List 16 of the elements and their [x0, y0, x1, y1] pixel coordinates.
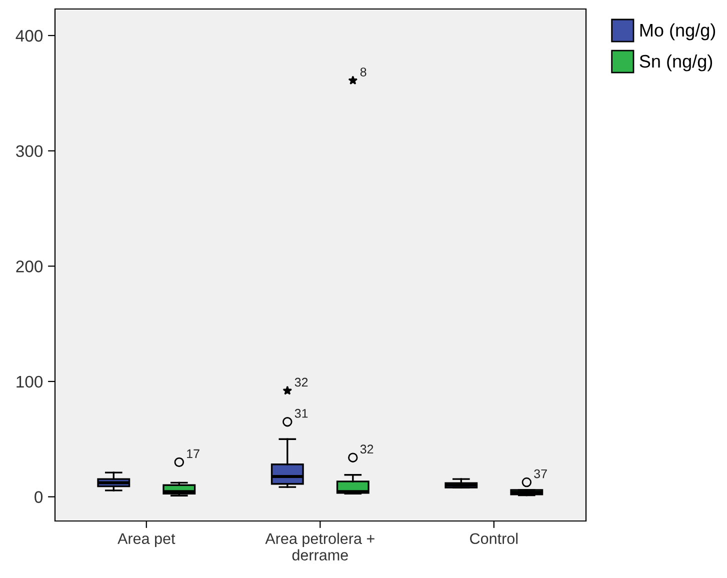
y-tick-label: 0 — [34, 491, 43, 503]
legend-label: Sn (ng/g) — [640, 54, 712, 72]
y-tick-label: 400 — [16, 30, 43, 42]
y-tick-label: 300 — [16, 145, 43, 158]
annotation: 37 — [534, 469, 547, 478]
annotation: 8 — [360, 68, 366, 76]
annotation: 31 — [294, 408, 308, 418]
legend-label: Mo (ng/g) — [640, 23, 716, 40]
y-tick-label: 200 — [16, 260, 43, 272]
annotation: 32 — [360, 444, 374, 454]
y-tick-label: 100 — [16, 376, 43, 388]
annotation: 32 — [294, 378, 308, 387]
annotation: 17 — [187, 449, 200, 458]
x-tick-label: Area petrolera + derrame — [265, 532, 374, 560]
x-tick-label: Control — [470, 532, 518, 544]
x-tick-label: Area pet — [118, 533, 176, 548]
